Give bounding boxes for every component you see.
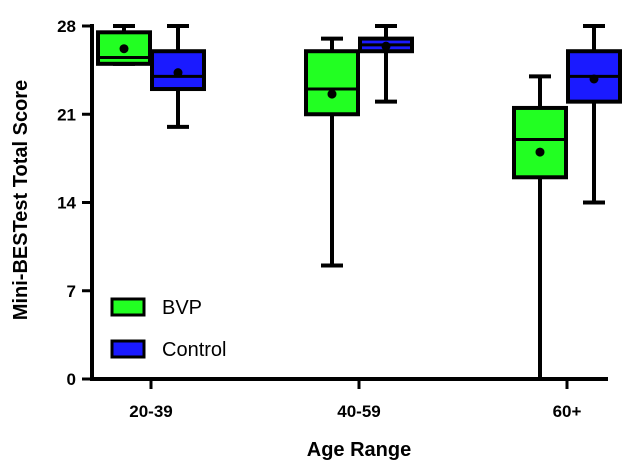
y-tick-label: 21	[57, 105, 76, 124]
y-axis-title: Mini-BESTest Total Score	[10, 80, 32, 320]
y-tick-label: 0	[67, 370, 76, 389]
legend-swatch	[110, 297, 146, 317]
box-bvp-60+	[512, 74, 568, 381]
x-tick-label: 40-59	[337, 402, 380, 421]
x-axis: 20-39 40-59 60+	[90, 377, 608, 421]
box-control-20-39	[150, 24, 206, 129]
mean-marker	[381, 41, 391, 51]
box-control-40-59	[358, 24, 414, 104]
legend-label: Control	[162, 339, 226, 361]
plot-area	[96, 24, 622, 381]
mean-marker	[327, 89, 337, 99]
mean-marker	[119, 44, 129, 54]
x-tick-label: 60+	[553, 402, 582, 421]
legend-item-bvp: BVP	[110, 297, 202, 319]
legend: BVP Control	[110, 297, 226, 361]
mean-marker	[589, 74, 599, 84]
mean-marker	[535, 147, 545, 157]
y-tick-label: 7	[67, 282, 76, 301]
legend-item-control: Control	[110, 339, 226, 361]
mean-marker	[173, 68, 183, 78]
box-control-60+	[566, 24, 622, 205]
y-axis: 0 7 14 21 28	[57, 17, 94, 389]
box-bvp-40-59	[304, 36, 360, 268]
box-bvp-20-39	[96, 24, 152, 66]
iqr-box	[304, 49, 360, 117]
x-tick-label: 20-39	[129, 402, 172, 421]
iqr-box	[512, 105, 568, 180]
legend-label: BVP	[162, 297, 202, 319]
legend-swatch	[110, 339, 146, 359]
x-axis-title: Age Range	[307, 439, 411, 461]
y-tick-label: 14	[57, 194, 76, 213]
y-tick-label: 28	[57, 17, 76, 36]
